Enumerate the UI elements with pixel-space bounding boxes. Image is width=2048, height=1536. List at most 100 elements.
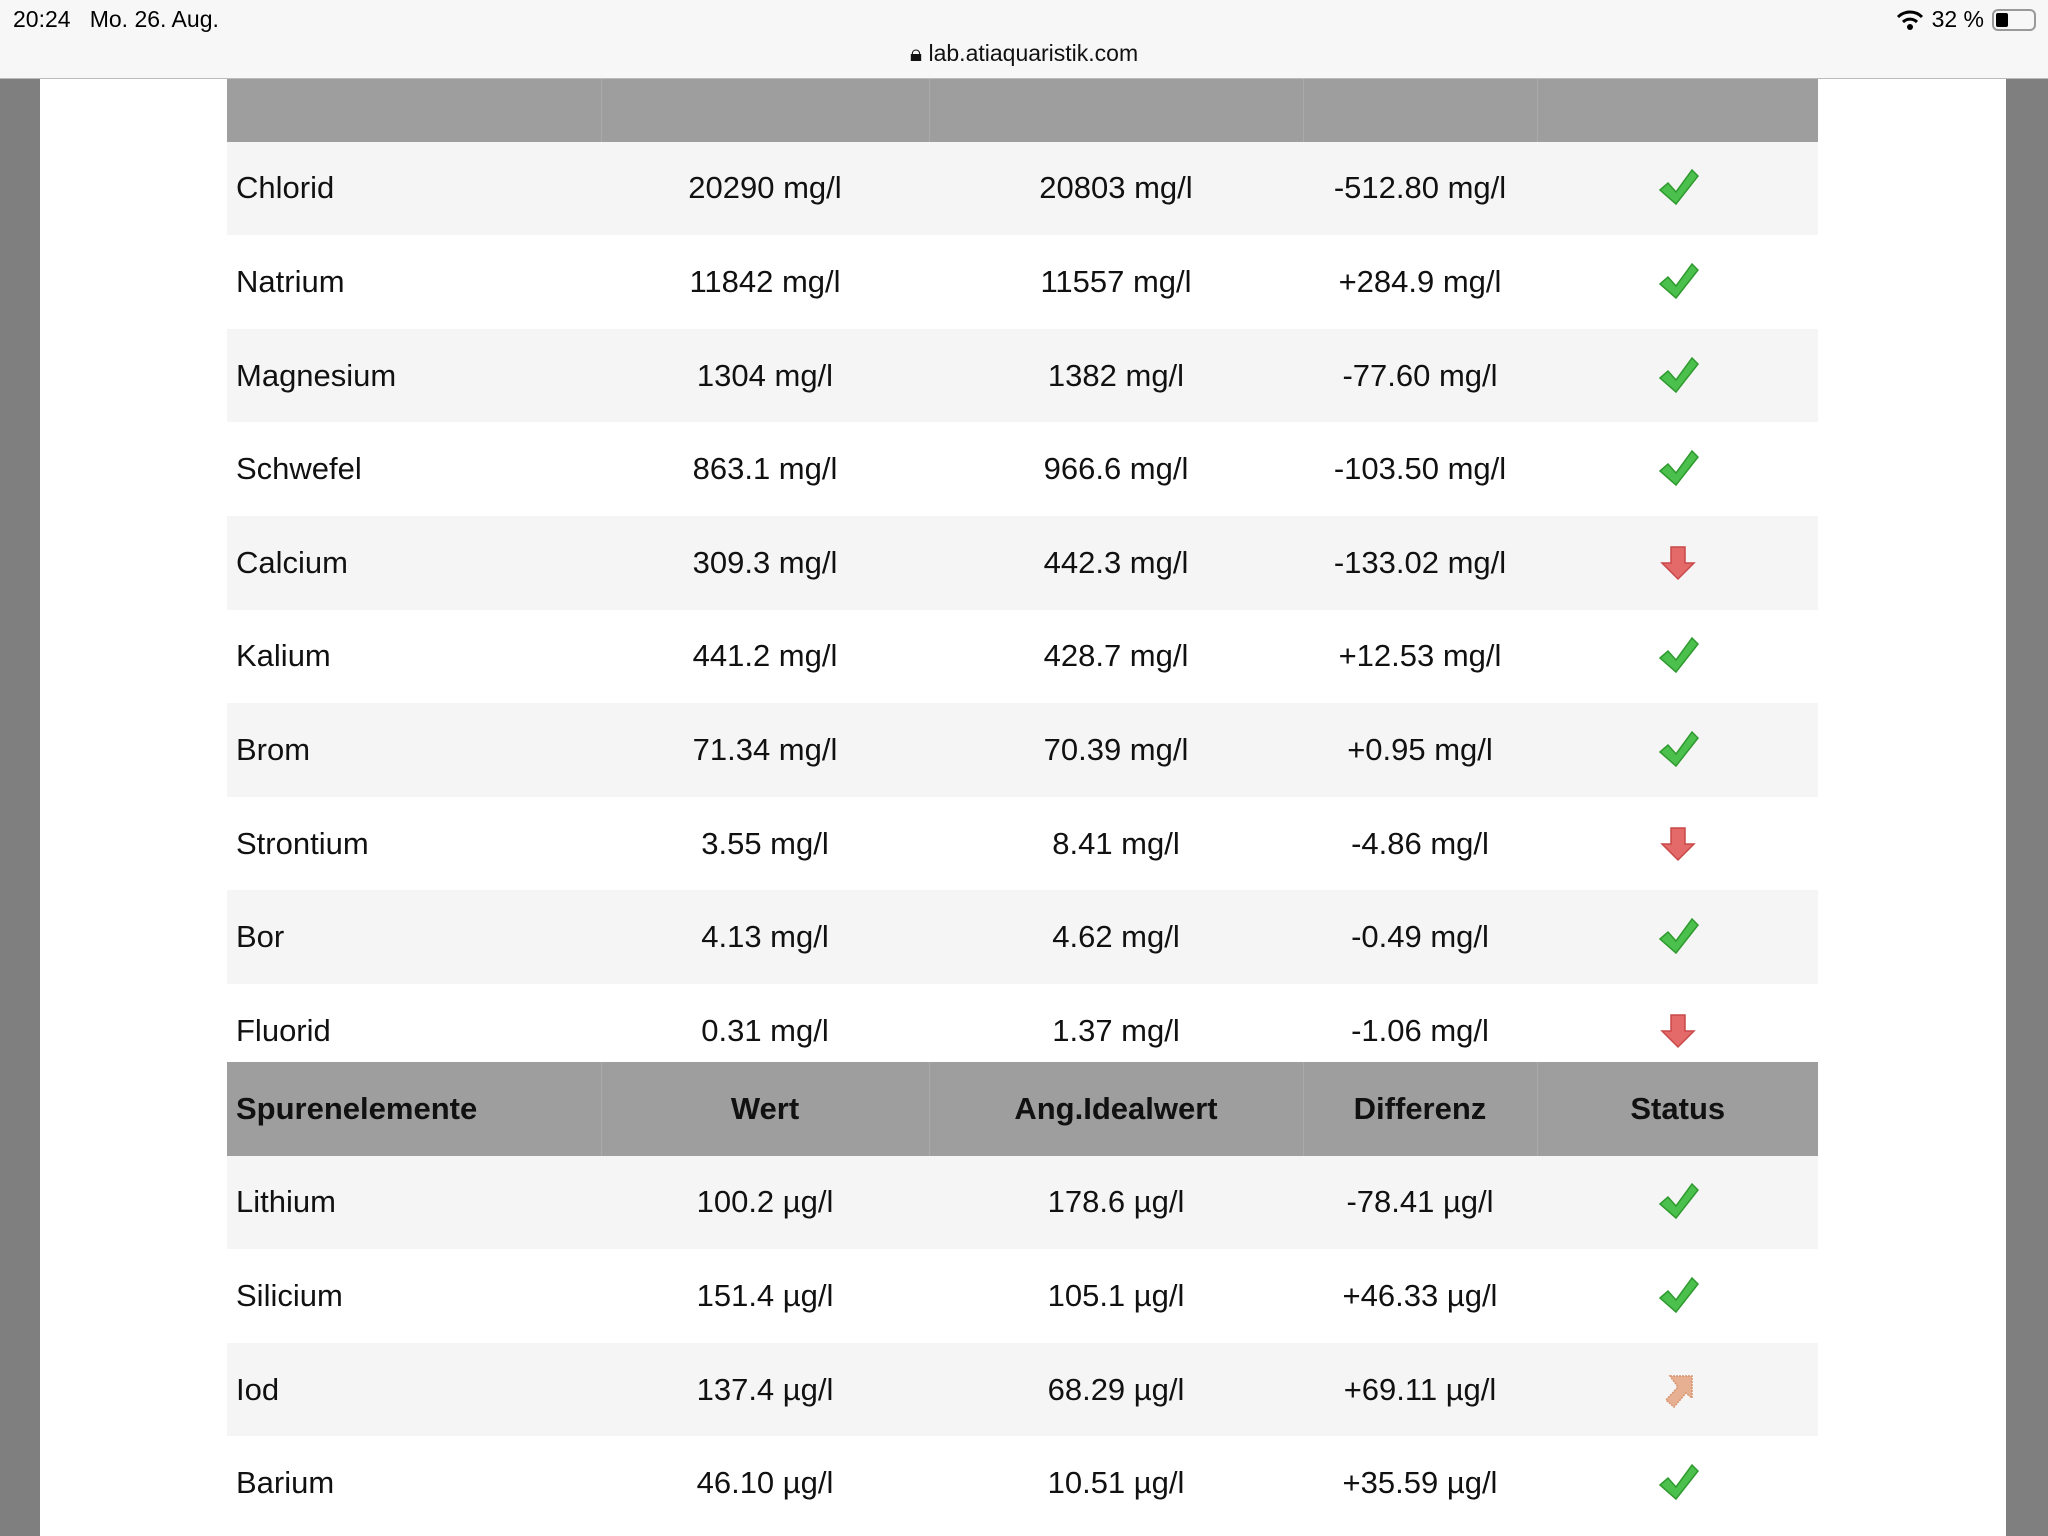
table-row: Kalium 441.2 mg/l 428.7 mg/l +12.53 mg/l (227, 610, 1818, 704)
date: Mo. 26. Aug. (89, 6, 219, 32)
element-name: Bor (227, 890, 601, 984)
status-cell (1537, 890, 1818, 984)
checkmark-icon (1656, 166, 1700, 210)
ideal-cell: 20803 mg/l (929, 141, 1303, 236)
wifi-icon (1896, 10, 1923, 30)
status-cell (1537, 703, 1818, 797)
page-content: Chlorid 20290 mg/l 20803 mg/l -512.80 mg/l N… (40, 48, 2006, 1536)
diff-cell: +12.53 mg/l (1338, 638, 1502, 674)
diff-cell: +284.9 mg/l (1338, 263, 1502, 299)
element-name: Silicium (236, 1277, 343, 1313)
ideal-cell: 428.7 mg/l (1043, 638, 1189, 674)
status-time: 20:24 Mo. 26. Aug. (13, 6, 219, 33)
ideal-cell: 442.3 mg/l (929, 515, 1303, 610)
ideal-cell: 11557 mg/l (1040, 263, 1192, 299)
diff-cell: +69.11 µg/l (1303, 1342, 1537, 1437)
status-cell (1537, 235, 1818, 329)
main-elements-table: Chlorid 20290 mg/l 20803 mg/l -512.80 mg/l N… (227, 48, 1818, 1078)
diff-cell: -78.41 µg/l (1303, 1155, 1537, 1250)
element-name: Barium (236, 1465, 335, 1501)
checkmark-icon (1656, 354, 1700, 398)
diff-cell: -0.49 mg/l (1303, 890, 1537, 984)
arrow-down-icon (1656, 541, 1700, 585)
arrow-up-right-icon (1656, 1368, 1700, 1412)
header-name[interactable]: Spurenelemente (227, 1062, 602, 1156)
ideal-cell: 105.1 µg/l (1047, 1277, 1185, 1313)
value-cell: 4.13 mg/l (601, 890, 929, 984)
header-status[interactable]: Status (1537, 1062, 1818, 1156)
ideal-cell: 8.41 mg/l (1052, 825, 1180, 861)
trace-elements-table: Spurenelemente Wert Ang.Idealwert Differ… (227, 1062, 1818, 1530)
status-cell (1537, 1249, 1818, 1343)
diff-cell: -133.02 mg/l (1303, 515, 1537, 610)
diff-cell: -103.50 mg/l (1333, 451, 1507, 487)
diff-cell: +46.33 µg/l (1342, 1277, 1498, 1313)
header-ideal[interactable]: Ang.Idealwert (929, 1062, 1304, 1156)
value-cell: 309.3 mg/l (601, 515, 929, 610)
table-header: Spurenelemente Wert Ang.Idealwert Differ… (227, 1062, 1818, 1156)
diff-cell: -512.80 mg/l (1303, 141, 1537, 236)
element-name: Chlorid (227, 141, 601, 236)
status-cell (1537, 984, 1818, 1078)
checkmark-icon (1656, 447, 1700, 491)
ideal-cell: 10.51 µg/l (1047, 1465, 1185, 1501)
status-cell (1537, 610, 1818, 704)
checkmark-icon (1656, 1461, 1700, 1505)
battery-percent: 32 % (1931, 6, 1984, 32)
table-row: Natrium 11842 mg/l 11557 mg/l +284.9 mg/l (227, 235, 1818, 329)
element-name: Brom (227, 703, 601, 797)
status-cell (1537, 797, 1818, 891)
value-cell: 151.4 µg/l (696, 1277, 834, 1313)
checkmark-icon (1656, 1180, 1700, 1224)
url-text: lab.atiaquaristik.com (928, 40, 1139, 66)
header-diff[interactable]: Differenz (1303, 1062, 1538, 1156)
time: 20:24 (13, 6, 71, 32)
element-name: Magnesium (227, 328, 601, 423)
element-name: Iod (227, 1342, 601, 1437)
ideal-cell: 178.6 µg/l (929, 1155, 1303, 1250)
checkmark-icon (1656, 634, 1700, 678)
table-row: Fluorid 0.31 mg/l 1.37 mg/l -1.06 mg/l (227, 984, 1818, 1078)
checkmark-icon (1656, 915, 1700, 959)
value-cell: 137.4 µg/l (601, 1342, 929, 1437)
ideal-cell: 68.29 µg/l (929, 1342, 1303, 1437)
arrow-down-icon (1656, 1009, 1700, 1053)
battery-icon (1992, 8, 2036, 31)
address-bar[interactable]: 🔒︎ lab.atiaquaristik.com (0, 40, 2048, 67)
checkmark-icon (1656, 1274, 1700, 1318)
status-cell (1537, 515, 1818, 610)
table-row: Strontium 3.55 mg/l 8.41 mg/l -4.86 mg/l (227, 797, 1818, 891)
ideal-cell: 1.37 mg/l (1052, 1012, 1180, 1048)
ideal-cell: 70.39 mg/l (929, 703, 1303, 797)
table-row: Iod 137.4 µg/l 68.29 µg/l +69.11 µg/l (227, 1342, 1818, 1437)
status-cell (1537, 1155, 1818, 1250)
value-cell: 11842 mg/l (689, 263, 841, 299)
value-cell: 441.2 mg/l (692, 638, 838, 674)
diff-cell: +0.95 mg/l (1303, 703, 1537, 797)
checkmark-icon (1656, 728, 1700, 772)
element-name: Fluorid (236, 1012, 331, 1048)
arrow-down-icon (1656, 822, 1700, 866)
element-name: Calcium (227, 515, 601, 610)
status-cell (1537, 328, 1818, 423)
ideal-cell: 966.6 mg/l (1043, 451, 1189, 487)
value-cell: 20290 mg/l (601, 141, 929, 236)
table-row: Barium 46.10 µg/l 10.51 µg/l +35.59 µg/l (227, 1436, 1818, 1530)
element-name: Strontium (236, 825, 369, 861)
table-row: Brom 71.34 mg/l 70.39 mg/l +0.95 mg/l (227, 703, 1818, 797)
status-cell (1537, 1436, 1818, 1530)
element-name: Natrium (236, 263, 345, 299)
diff-cell: -4.86 mg/l (1351, 825, 1489, 861)
value-cell: 1304 mg/l (601, 328, 929, 423)
status-cell (1537, 141, 1818, 236)
value-cell: 46.10 µg/l (696, 1465, 834, 1501)
ideal-cell: 1382 mg/l (929, 328, 1303, 423)
table-row: Calcium 309.3 mg/l 442.3 mg/l -133.02 mg/l (227, 515, 1818, 610)
table-row: Chlorid 20290 mg/l 20803 mg/l -512.80 mg/l (227, 141, 1818, 236)
checkmark-icon (1656, 260, 1700, 304)
lock-icon: 🔒︎ (909, 40, 923, 66)
table-row: Magnesium 1304 mg/l 1382 mg/l -77.60 mg/l (227, 328, 1818, 423)
header-value[interactable]: Wert (601, 1062, 930, 1156)
ideal-cell: 4.62 mg/l (929, 890, 1303, 984)
table-row: Bor 4.13 mg/l 4.62 mg/l -0.49 mg/l (227, 890, 1818, 984)
